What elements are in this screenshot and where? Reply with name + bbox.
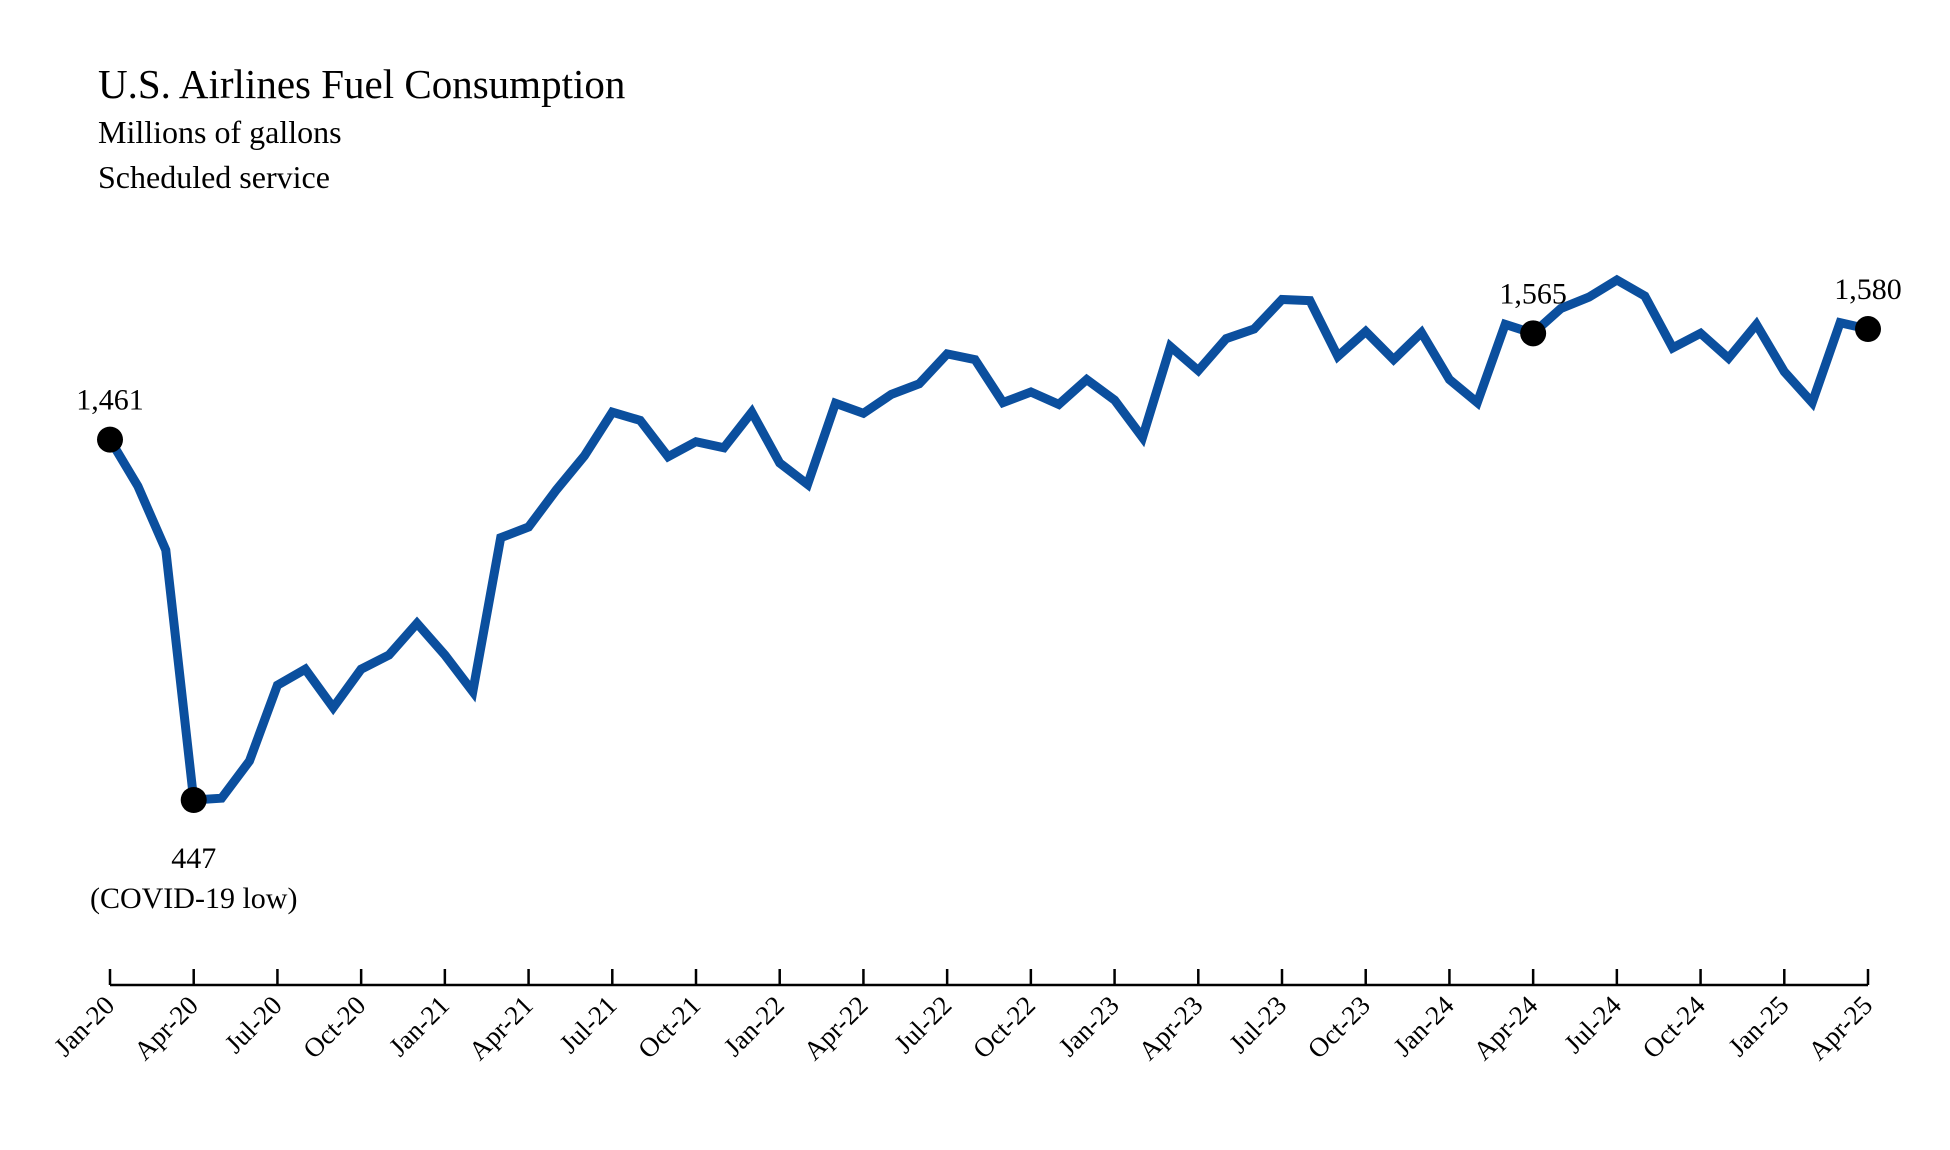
x-axis: Jan-20 Apr-20 Jul-20 Oct-20 Jan-21 Apr-21 Jul-…	[48, 969, 1878, 1066]
series-line-layer	[106, 274, 1869, 805]
series-line	[106, 274, 1869, 805]
chart-title-block: U.S. Airlines Fuel Consumption Millions …	[98, 58, 625, 200]
x-tick-label: Jul-24	[1558, 990, 1627, 1059]
x-tick-label: Jan-20	[48, 990, 120, 1062]
x-tick-label: Apr-21	[463, 990, 539, 1066]
x-tick-label: Oct-21	[632, 990, 706, 1064]
annotation-marker	[97, 426, 123, 453]
x-tick-label: Oct-22	[967, 990, 1041, 1064]
annotation-marker	[180, 787, 207, 813]
annotation-label: 1,461	[76, 384, 144, 417]
annotation-marker	[1520, 320, 1547, 347]
annotation-marker	[1855, 316, 1881, 343]
x-tick-label: Jan-21	[383, 990, 455, 1062]
x-tick-label: Apr-24	[1467, 990, 1543, 1066]
x-tick-label: Jan-22	[718, 990, 790, 1062]
x-tick-label: Jul-21	[554, 990, 623, 1059]
x-tick-label: Jul-23	[1223, 990, 1292, 1059]
x-tick-label: Jul-20	[219, 990, 288, 1059]
x-tick-label: Jul-22	[888, 990, 957, 1059]
x-tick-label: Oct-20	[297, 990, 371, 1064]
x-tick-label: Apr-20	[128, 990, 204, 1066]
x-tick-label: Oct-24	[1637, 990, 1712, 1065]
x-tick-label: Apr-22	[798, 990, 874, 1066]
annotation-label: 447	[171, 842, 216, 875]
annotation-markers	[97, 316, 1881, 813]
x-tick-label: Apr-23	[1133, 990, 1209, 1066]
x-tick-label: Jan-25	[1722, 990, 1794, 1062]
x-tick-label: Jan-24	[1388, 990, 1460, 1062]
chart-title: U.S. Airlines Fuel Consumption	[98, 61, 626, 107]
annotation-labels: 1,461 447 (COVID-19 low) 1,565 1,580	[76, 273, 1902, 915]
annotation-label: 1,565	[1499, 277, 1567, 310]
chart-subtitle-service: Scheduled service	[98, 159, 330, 195]
annotation-label: 1,580	[1834, 273, 1902, 306]
chart-subtitle-units: Millions of gallons	[98, 114, 342, 150]
x-tick-label: Jan-23	[1053, 990, 1125, 1062]
annotation-label: (COVID-19 low)	[90, 882, 297, 915]
x-tick-label: Oct-23	[1302, 990, 1376, 1064]
x-tick-label: Apr-25	[1802, 990, 1878, 1066]
